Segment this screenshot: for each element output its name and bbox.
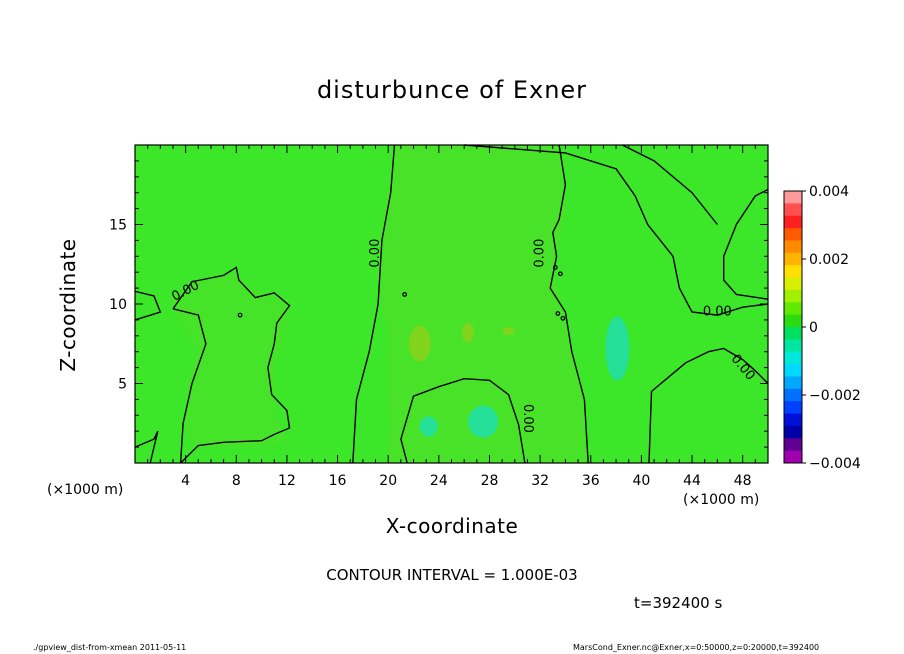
contour-label: 0.00: [703, 304, 732, 319]
colorbar-swatch: [784, 351, 802, 365]
contour-line: [622, 144, 718, 225]
colorbar-swatch: [784, 215, 802, 229]
negative-anomaly-blob: [605, 316, 630, 381]
x-tick-label: 8: [232, 473, 241, 489]
x-tick-label: 24: [430, 473, 448, 489]
contour-line: [723, 188, 769, 300]
contour-interval-text: CONTOUR INTERVAL = 1.000E-03: [326, 566, 578, 584]
contour-line: [172, 266, 291, 464]
colorbar-swatch: [784, 450, 802, 464]
x-tick-label: 40: [632, 473, 650, 489]
positive-anomaly-blob: [461, 322, 474, 343]
x-unit-label-left: (×1000 m): [47, 482, 124, 498]
colorbar-swatch: [784, 327, 802, 340]
x-tick-label: 48: [734, 473, 752, 489]
contour-loop: [557, 271, 563, 277]
colorbar-tick-label: 0.004: [809, 184, 849, 200]
colorbar-tick-label: 0: [809, 320, 818, 336]
contour-label: 0.00: [520, 404, 535, 433]
x-unit-label-right: (×1000 m): [683, 492, 760, 508]
colorbar-swatch: [784, 191, 802, 204]
contour-line: [400, 377, 526, 464]
colorbar-swatch: [784, 388, 802, 402]
colorbar-swatch: [784, 228, 802, 241]
contour-line: [464, 144, 769, 316]
contour-loop: [560, 315, 566, 321]
colorbar-tick-label: −0.002: [809, 388, 861, 404]
field-background: [135, 145, 768, 463]
contour-label: 0.00: [368, 239, 383, 268]
contour-line: [352, 144, 396, 464]
plot-area: 0.000.00 0.000.000.000.004 8 12 16 20 24 28 32 36…: [109, 144, 769, 489]
colorbar-swatch: [784, 252, 802, 266]
contour-loop: [555, 311, 561, 316]
colorbar-swatch: [784, 265, 802, 279]
x-tick-label: 16: [329, 473, 347, 489]
contour-loop: [552, 265, 558, 270]
x-tick-label: 36: [582, 473, 600, 489]
colorbar-swatch: [784, 364, 802, 377]
y-tick-label: 15: [109, 218, 127, 234]
contour-line: [172, 308, 207, 464]
y-axis-label: Z-coordinate: [56, 238, 80, 372]
colorbar-swatch: [784, 240, 802, 254]
positive-anomaly-blob: [502, 327, 515, 336]
contour-line: [549, 144, 589, 464]
contour-line: [134, 290, 162, 321]
contour-loop: [402, 292, 408, 297]
negative-anomaly-blob: [419, 416, 438, 437]
x-tick-label: 28: [481, 473, 499, 489]
colorbar-swatch: [784, 314, 802, 328]
negative-anomaly-blob: [468, 405, 499, 438]
contour-loop: [237, 312, 243, 318]
colorbar-swatch: [784, 401, 802, 415]
colorbar-swatch: [784, 302, 802, 316]
positive-anomaly-blob: [408, 325, 431, 362]
chart-title: disturbunce of Exner: [316, 76, 588, 104]
central-region: [375, 145, 591, 463]
footer-command: ./gpview_dist-from-xmean 2011-05-11: [33, 643, 187, 652]
colorbar-swatch: [784, 438, 802, 452]
colorbar-swatch: [784, 376, 802, 390]
colorbar-swatch: [784, 425, 802, 439]
time-label: t=392400 s: [634, 594, 723, 612]
y-tick-label: 5: [118, 377, 127, 393]
x-axis-label: X-coordinate: [385, 514, 519, 538]
colorbar-swatch: [784, 203, 802, 217]
colorbar-swatch: [784, 339, 802, 353]
contour-label: 0.00: [533, 239, 548, 268]
colorbar: 0.004 0.002 0 −0.002 −0.004: [783, 184, 861, 472]
colorbar-swatch: [784, 413, 802, 427]
footer-source: MarsCond_Exner.nc@Exner,x=0:50000,z=0:20…: [573, 643, 820, 652]
x-tick-label: 12: [278, 473, 296, 489]
colorbar-tick-label: 0.002: [809, 252, 849, 268]
colorbar-swatch: [784, 289, 802, 303]
y-tick-label: 10: [109, 297, 127, 313]
x-tick-label: 4: [181, 473, 190, 489]
contour-line: [134, 430, 159, 464]
colorbar-tick-label: −0.004: [809, 456, 861, 472]
contour-line: [648, 347, 769, 464]
colorbar-swatch: [784, 277, 802, 291]
x-tick-label: 20: [379, 473, 397, 489]
x-tick-label: 44: [683, 473, 701, 489]
x-tick-label: 32: [531, 473, 549, 489]
left-region: [173, 272, 287, 448]
